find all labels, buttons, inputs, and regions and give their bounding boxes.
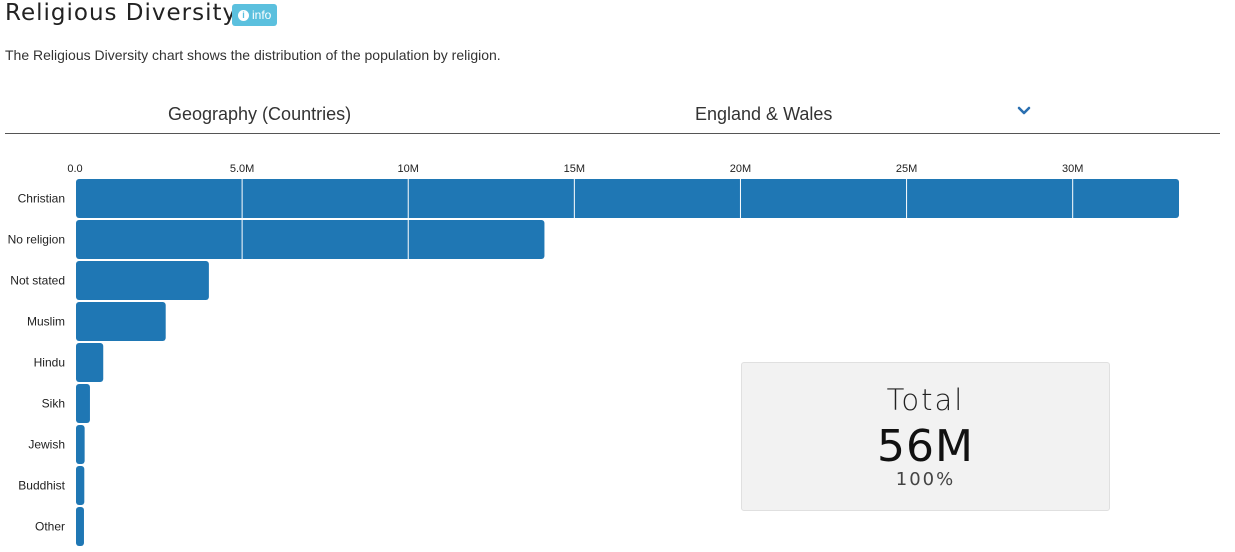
geography-selected-value: England & Wales	[695, 104, 833, 124]
page-title: Religious Diversity	[5, 0, 238, 26]
chevron-down-icon[interactable]	[1017, 104, 1031, 122]
bar-not-stated[interactable]	[76, 261, 209, 300]
geography-selector-bar: Geography (Countries) England & Wales	[5, 96, 1220, 134]
total-label: Total	[886, 383, 965, 417]
bar-christian[interactable]	[76, 179, 1179, 218]
total-value: 56M	[877, 421, 974, 472]
bar-hindu[interactable]	[76, 343, 104, 382]
total-summary-box: Total 56M 100%	[741, 362, 1110, 511]
geography-label: Geography (Countries)	[168, 104, 352, 124]
category-label: Other	[35, 520, 65, 534]
category-label: Not stated	[10, 274, 65, 288]
info-label: info	[252, 8, 272, 22]
category-label: Jewish	[28, 438, 65, 452]
bar-jewish[interactable]	[76, 425, 85, 464]
bar-sikh[interactable]	[76, 384, 90, 423]
category-label: Muslim	[27, 315, 65, 329]
chart-description: The Religious Diversity chart shows the …	[5, 47, 501, 63]
bar-buddhist[interactable]	[76, 466, 85, 505]
x-tick-label: 10M	[398, 163, 419, 175]
x-tick-label: 25M	[896, 163, 917, 175]
x-tick-label: 20M	[730, 163, 751, 175]
category-label: Buddhist	[18, 479, 65, 493]
geography-dropdown[interactable]: England & Wales	[585, 96, 1045, 132]
category-label: No religion	[8, 233, 65, 247]
x-tick-label: 30M	[1062, 163, 1083, 175]
x-tick-label: 0.0	[67, 163, 82, 175]
total-percent: 100%	[895, 469, 956, 490]
bar-other[interactable]	[76, 507, 84, 546]
category-label: Sikh	[42, 397, 65, 411]
bar-no-religion[interactable]	[76, 220, 545, 259]
category-label: Christian	[18, 192, 65, 206]
info-icon: i	[238, 9, 249, 21]
x-tick-label: 15M	[564, 163, 585, 175]
info-button[interactable]: i info	[232, 4, 278, 26]
x-tick-label: 5.0M	[230, 163, 254, 175]
category-label: Hindu	[34, 356, 65, 370]
bar-muslim[interactable]	[76, 302, 166, 341]
